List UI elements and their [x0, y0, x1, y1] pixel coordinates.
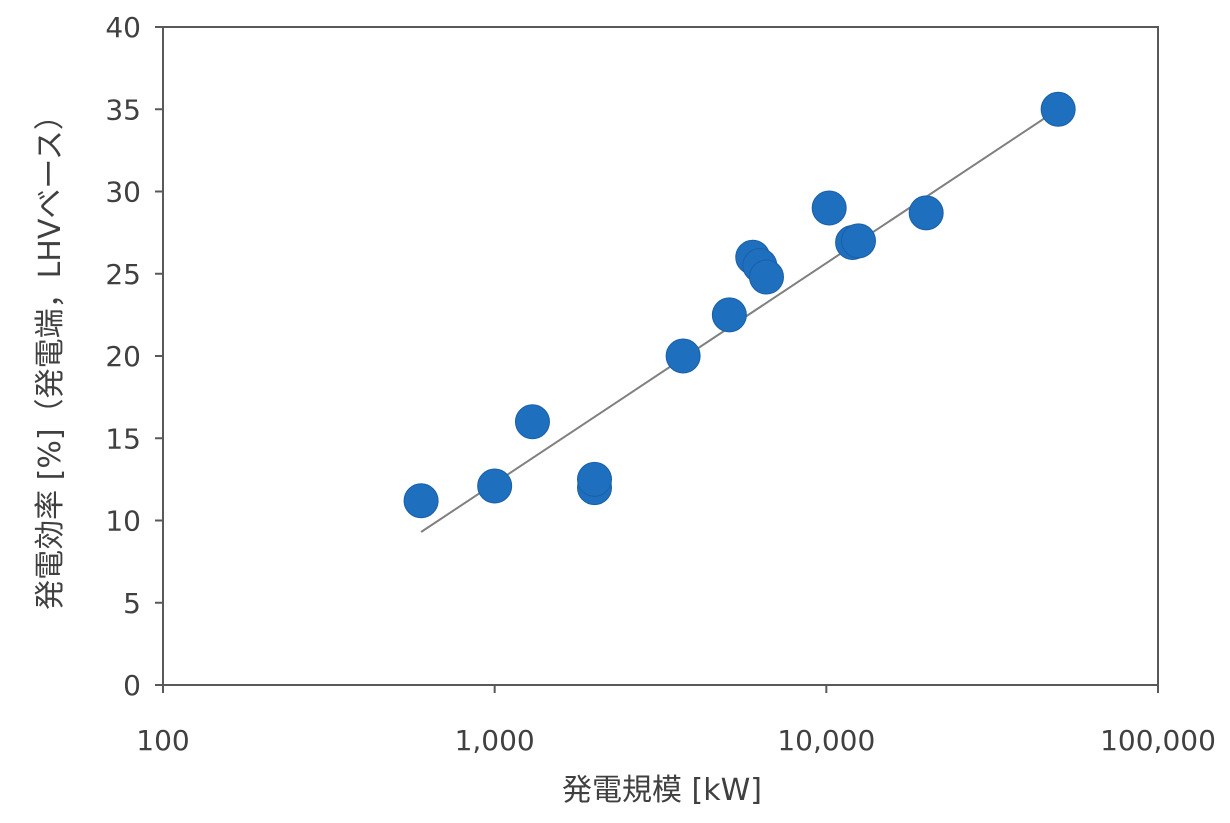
- data-points-layer: [403, 91, 1076, 519]
- y-tick-label: 40: [105, 11, 141, 44]
- x-tick-label: 1,000: [455, 724, 535, 757]
- data-point: [477, 468, 513, 504]
- x-tick-label: 10,000: [777, 724, 875, 757]
- axis-labels-layer: 発電規模 [kW] 発電効率 [%]（発電端，LHVベース）: [33, 100, 762, 808]
- axis-layer: 0 5 10 15 20 25 30 35 40 100 1,000 10,000 100,000: [105, 11, 1216, 757]
- data-point: [577, 461, 613, 497]
- data-point: [908, 195, 944, 231]
- data-point: [1040, 91, 1076, 127]
- data-point: [403, 483, 439, 519]
- y-tick-label: 25: [105, 258, 141, 291]
- data-point: [748, 259, 784, 295]
- y-tick-label: 5: [123, 587, 141, 620]
- data-point: [514, 404, 550, 440]
- data-point: [711, 297, 747, 333]
- x-tick-label: 100,000: [1100, 724, 1216, 757]
- data-point: [811, 190, 847, 226]
- y-axis-title: 発電効率 [%]（発電端，LHVベース）: [33, 100, 68, 610]
- data-point: [840, 223, 876, 259]
- x-axis-title: 発電規模 [kW]: [562, 773, 762, 808]
- y-tick-label: 10: [105, 505, 141, 538]
- y-tick-label: 20: [105, 340, 141, 373]
- data-point: [665, 338, 701, 374]
- plot-frame: [162, 26, 1159, 686]
- x-tick-label: 100: [136, 724, 189, 757]
- y-tick-label: 0: [123, 669, 141, 702]
- y-tick-label: 35: [105, 93, 141, 126]
- y-tick-label: 15: [105, 422, 141, 455]
- y-tick-label: 30: [105, 176, 141, 209]
